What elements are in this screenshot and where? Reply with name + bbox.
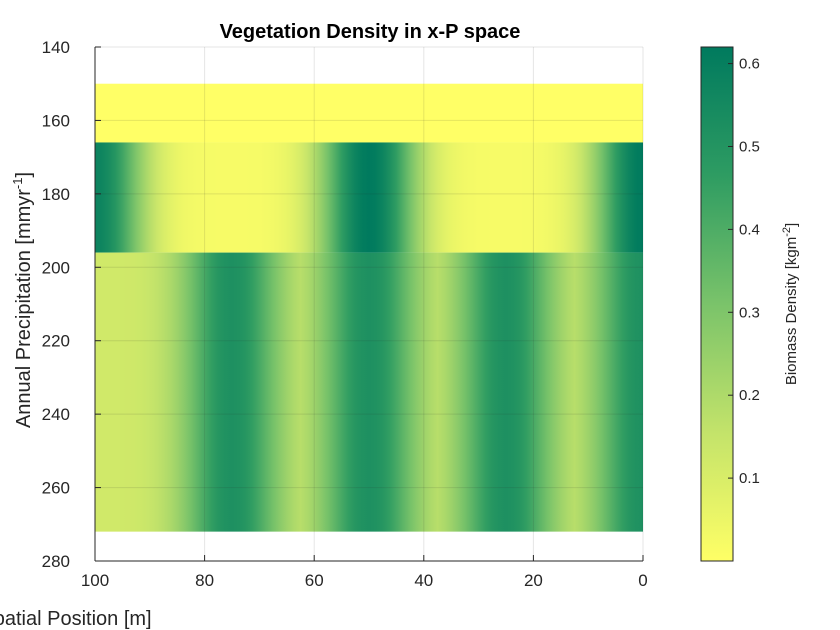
colorbar-ticks: 0.1 0.2 0.3 0.4 0.5 0.6 [728, 56, 760, 487]
colorbar-label: Biomass Density [kgm-2] [781, 223, 800, 385]
y-tick-label: 280 [42, 552, 70, 571]
y-ticks: 140 160 180 200 220 240 260 280 [42, 38, 101, 571]
x-axis-label: Spatial Position [m] [0, 608, 152, 630]
y-tick-label: 220 [42, 332, 70, 351]
heatmap-band [95, 83, 643, 143]
colorbar-label-main: Biomass Density [kgm [783, 237, 800, 385]
y-axis-label-main: Annual Precipitation [mmyr [13, 189, 35, 428]
y-tick-label: 240 [42, 405, 70, 424]
heatmap-bands [95, 83, 643, 532]
colorbar-tick-label: 0.3 [739, 304, 760, 321]
x-tick-label: 80 [195, 571, 214, 590]
y-tick-label: 160 [42, 111, 70, 130]
colorbar-tick-label: 0.4 [739, 221, 760, 238]
x-tick-label: 0 [638, 571, 647, 590]
heatmap-band [95, 252, 643, 532]
colorbar-label-end: ] [783, 223, 800, 227]
x-tick-label: 100 [81, 571, 109, 590]
x-tick-label: 60 [305, 571, 324, 590]
colorbar-tick-label: 0.6 [739, 56, 760, 73]
y-axis-label-sup: -1 [10, 178, 25, 190]
grid-lines [94, 46, 644, 562]
x-tick-label: 40 [414, 571, 433, 590]
y-axis-label: Annual Precipitation [mmyr-1] [10, 172, 35, 428]
x-ticks: 100 80 60 40 20 0 [81, 555, 648, 590]
colorbar-tick-label: 0.1 [739, 470, 760, 487]
y-tick-label: 140 [42, 38, 70, 57]
chart-title: Vegetation Density in x-P space [220, 21, 521, 43]
x-tick-label: 20 [524, 571, 543, 590]
y-tick-label: 180 [42, 185, 70, 204]
colorbar-label-sup: -2 [781, 227, 793, 237]
colorbar-tick-label: 0.5 [739, 138, 760, 155]
colorbar-gradient [700, 46, 734, 562]
heatmap-band [95, 142, 643, 253]
colorbar-tick-label: 0.2 [739, 387, 760, 404]
axes-lines [94, 47, 643, 562]
y-tick-label: 260 [42, 479, 70, 498]
colorbar: 0.1 0.2 0.3 0.4 0.5 0.6 Biomass Density [kgm-… [700, 46, 800, 562]
y-axis-label-end: ] [13, 172, 35, 178]
y-tick-label: 200 [42, 258, 70, 277]
